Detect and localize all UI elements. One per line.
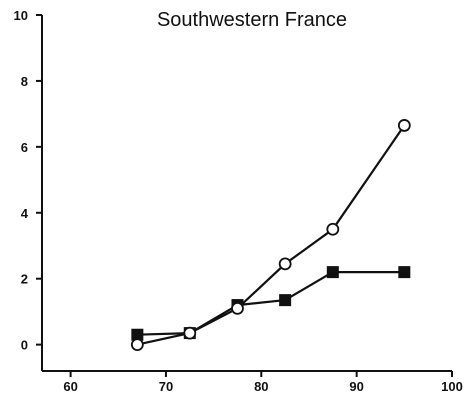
y-tick-label: 0 <box>21 338 28 353</box>
data-point-square <box>131 328 144 341</box>
series-markers <box>130 119 411 352</box>
data-point-circle <box>397 119 411 132</box>
data-point-circle <box>183 326 197 340</box>
series-lines <box>137 124 406 346</box>
chart-title: Southwestern France <box>157 9 347 31</box>
tick-labels: 0 2 4 6 8 10 60 70 80 90 100 <box>14 8 463 394</box>
data-point-square <box>398 266 411 279</box>
data-point-circle <box>130 338 144 352</box>
data-point-square <box>326 266 339 279</box>
series-line-1 <box>137 124 406 346</box>
y-tick-label: 8 <box>21 74 28 89</box>
y-tick-label: 4 <box>21 206 29 221</box>
y-tick-label: 6 <box>21 140 28 155</box>
y-tick-label: 10 <box>14 8 28 23</box>
axes <box>36 14 453 377</box>
data-point-square <box>279 294 292 307</box>
data-point-circle <box>278 257 292 271</box>
y-tick-label: 2 <box>21 272 28 287</box>
x-tick-label: 60 <box>63 379 77 394</box>
data-point-circle <box>326 222 340 236</box>
x-tick-label: 70 <box>159 379 173 394</box>
series-line-2 <box>137 271 405 336</box>
x-tick-label: 100 <box>441 379 463 394</box>
x-tick-label: 90 <box>349 379 363 394</box>
data-point-circle <box>231 301 244 315</box>
x-tick-label: 80 <box>254 379 268 394</box>
